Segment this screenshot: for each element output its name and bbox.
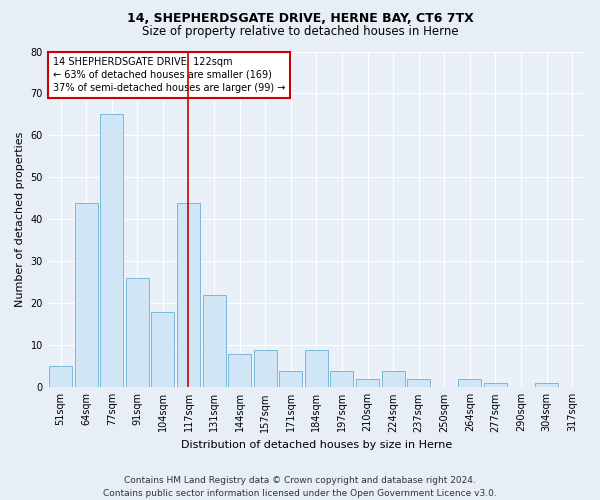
Bar	[100, 114, 123, 388]
Bar	[254, 350, 277, 388]
Bar	[228, 354, 251, 388]
Text: Size of property relative to detached houses in Herne: Size of property relative to detached ho…	[142, 25, 458, 38]
Bar	[203, 295, 226, 388]
Bar	[484, 383, 507, 388]
Bar	[280, 370, 302, 388]
Text: 14, SHEPHERDSGATE DRIVE, HERNE BAY, CT6 7TX: 14, SHEPHERDSGATE DRIVE, HERNE BAY, CT6 …	[127, 12, 473, 26]
Bar	[356, 379, 379, 388]
Bar	[458, 379, 481, 388]
X-axis label: Distribution of detached houses by size in Herne: Distribution of detached houses by size …	[181, 440, 452, 450]
Bar	[305, 350, 328, 388]
Bar	[407, 379, 430, 388]
Text: Contains HM Land Registry data © Crown copyright and database right 2024.
Contai: Contains HM Land Registry data © Crown c…	[103, 476, 497, 498]
Bar	[382, 370, 404, 388]
Bar	[535, 383, 558, 388]
Bar	[126, 278, 149, 388]
Bar	[177, 202, 200, 388]
Y-axis label: Number of detached properties: Number of detached properties	[15, 132, 25, 307]
Bar	[49, 366, 72, 388]
Text: 14 SHEPHERDSGATE DRIVE: 122sqm
← 63% of detached houses are smaller (169)
37% of: 14 SHEPHERDSGATE DRIVE: 122sqm ← 63% of …	[53, 56, 286, 93]
Bar	[331, 370, 353, 388]
Bar	[151, 312, 175, 388]
Bar	[74, 202, 98, 388]
